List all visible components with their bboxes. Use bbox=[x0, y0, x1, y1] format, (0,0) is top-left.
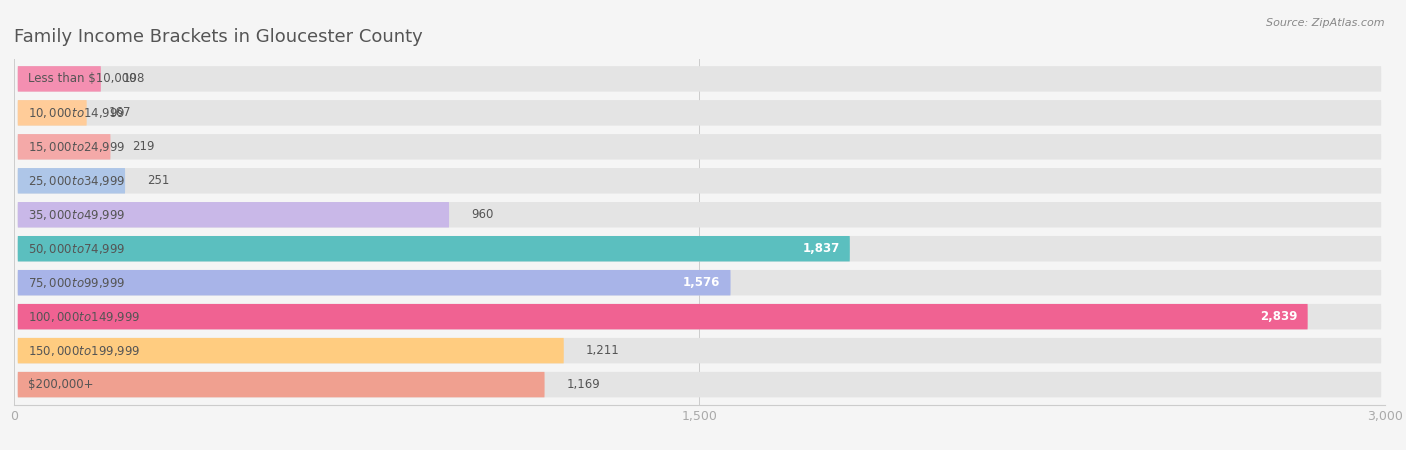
Text: $10,000 to $14,999: $10,000 to $14,999 bbox=[28, 106, 125, 120]
Text: $35,000 to $49,999: $35,000 to $49,999 bbox=[28, 208, 125, 222]
Text: $75,000 to $99,999: $75,000 to $99,999 bbox=[28, 276, 125, 290]
Text: Family Income Brackets in Gloucester County: Family Income Brackets in Gloucester Cou… bbox=[14, 28, 423, 46]
FancyBboxPatch shape bbox=[18, 304, 1308, 329]
FancyBboxPatch shape bbox=[18, 338, 564, 364]
FancyBboxPatch shape bbox=[18, 168, 1381, 194]
Text: $150,000 to $199,999: $150,000 to $199,999 bbox=[28, 344, 141, 358]
Text: 960: 960 bbox=[471, 208, 494, 221]
Text: 198: 198 bbox=[122, 72, 145, 86]
Text: Less than $10,000: Less than $10,000 bbox=[28, 72, 136, 86]
Text: $200,000+: $200,000+ bbox=[28, 378, 93, 391]
FancyBboxPatch shape bbox=[18, 202, 1381, 228]
FancyBboxPatch shape bbox=[18, 372, 544, 397]
FancyBboxPatch shape bbox=[18, 134, 111, 160]
Text: 1,211: 1,211 bbox=[586, 344, 620, 357]
Text: $100,000 to $149,999: $100,000 to $149,999 bbox=[28, 310, 141, 324]
Text: 251: 251 bbox=[148, 174, 169, 187]
Text: $15,000 to $24,999: $15,000 to $24,999 bbox=[28, 140, 125, 154]
Text: 2,839: 2,839 bbox=[1260, 310, 1298, 323]
Text: 1,169: 1,169 bbox=[567, 378, 600, 391]
FancyBboxPatch shape bbox=[18, 236, 1381, 261]
FancyBboxPatch shape bbox=[18, 100, 87, 126]
Text: 1,576: 1,576 bbox=[683, 276, 720, 289]
FancyBboxPatch shape bbox=[18, 202, 449, 228]
Text: $25,000 to $34,999: $25,000 to $34,999 bbox=[28, 174, 125, 188]
FancyBboxPatch shape bbox=[18, 338, 1381, 364]
FancyBboxPatch shape bbox=[18, 270, 1381, 296]
Text: 1,837: 1,837 bbox=[803, 242, 839, 255]
Text: 167: 167 bbox=[108, 106, 131, 119]
FancyBboxPatch shape bbox=[18, 100, 1381, 126]
FancyBboxPatch shape bbox=[18, 372, 1381, 397]
FancyBboxPatch shape bbox=[18, 168, 125, 194]
Text: $50,000 to $74,999: $50,000 to $74,999 bbox=[28, 242, 125, 256]
Text: 219: 219 bbox=[132, 140, 155, 153]
FancyBboxPatch shape bbox=[18, 236, 849, 261]
FancyBboxPatch shape bbox=[18, 66, 1381, 92]
FancyBboxPatch shape bbox=[18, 270, 731, 296]
FancyBboxPatch shape bbox=[18, 66, 101, 92]
Text: Source: ZipAtlas.com: Source: ZipAtlas.com bbox=[1267, 18, 1385, 28]
FancyBboxPatch shape bbox=[18, 304, 1381, 329]
FancyBboxPatch shape bbox=[18, 134, 1381, 160]
